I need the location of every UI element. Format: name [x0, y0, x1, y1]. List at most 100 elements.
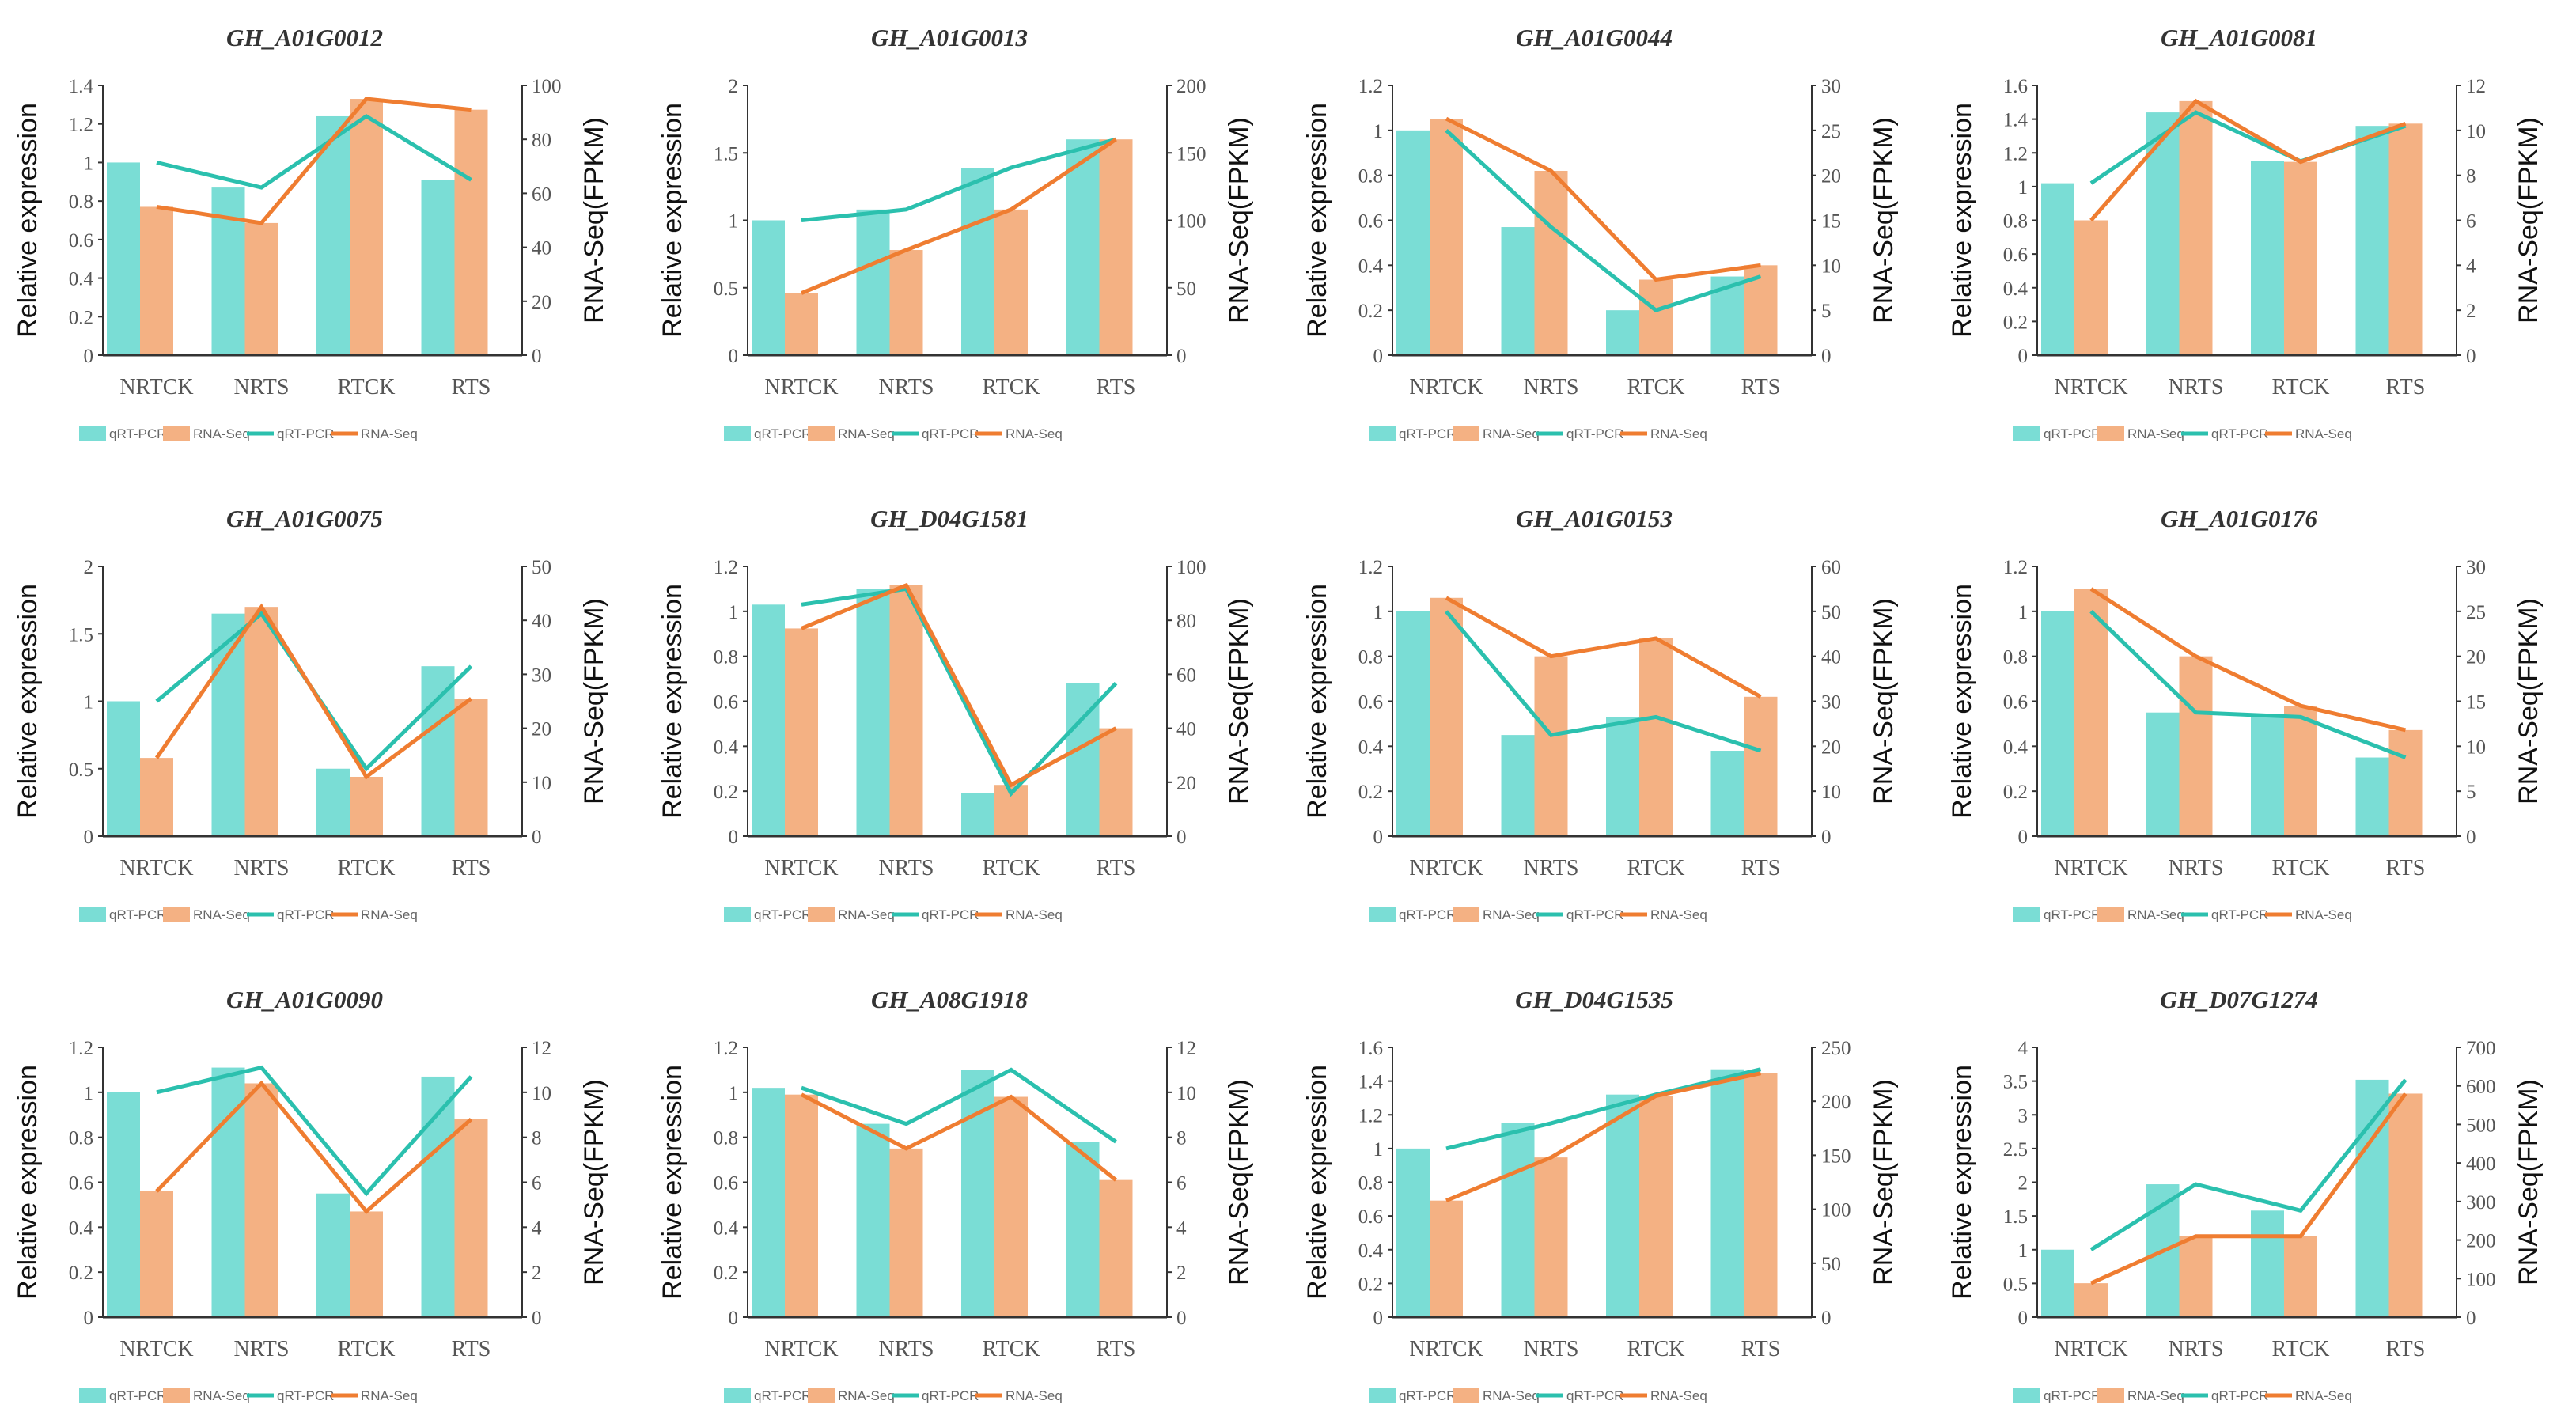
left-tick-label: 0.4: [69, 269, 94, 290]
left-tick-label: 0: [2018, 827, 2029, 848]
legend-label: RNA-Seq: [2295, 426, 2352, 441]
left-tick-label: 0.4: [714, 736, 739, 758]
legend: qRT-PCR RNA-Seq qRT-PCR RNA-Seq: [2013, 1388, 2352, 1403]
right-tick-label: 0: [532, 1308, 542, 1329]
bar-qrt-pcr: [2355, 126, 2389, 355]
right-tick-label: 0: [1821, 346, 1832, 367]
bar-rna-seq: [889, 1148, 923, 1317]
right-tick-label: 0: [1821, 1308, 1832, 1329]
bar-rna-seq: [2074, 589, 2108, 836]
bar-qrt-pcr: [2146, 112, 2180, 355]
legend-swatch-bar: [1369, 1388, 1396, 1403]
bar-qrt-pcr: [107, 1092, 140, 1317]
bar-qrt-pcr: [1396, 611, 1430, 836]
line-rna-seq: [2089, 98, 2407, 222]
legend: qRT-PCR RNA-Seq qRT-PCR RNA-Seq: [1369, 1388, 1707, 1403]
x-tick-label: NRTS: [2169, 856, 2224, 880]
right-tick-label: 250: [1821, 1038, 1851, 1059]
chart-panel: GH_A01G0081 0 0.2 0.4 0.6 0.8 1 1.2 1.4 1.6 0 2 4 6 8 1…: [1947, 24, 2544, 441]
bar-rna-seq: [1744, 1073, 1778, 1317]
line-rna-seq: [801, 138, 1117, 295]
chart-panel: GH_A01G007500.511.5201020304050Relative …: [13, 505, 609, 922]
legend-swatch-bar: [808, 1388, 835, 1403]
line-qrt-pcr: [801, 1067, 1117, 1144]
legend-label: qRT-PCR: [109, 907, 166, 922]
x-tick-label: RTCK: [2272, 1337, 2330, 1361]
x-tick-label: RTCK: [338, 1337, 396, 1361]
legend-swatch-bar: [79, 907, 106, 922]
bar-qrt-pcr: [211, 1067, 245, 1317]
right-tick-label: 0: [2466, 827, 2476, 848]
legend-label: RNA-Seq: [838, 426, 895, 441]
x-tick-label: RTS: [452, 856, 491, 880]
right-tick-label: 150: [1176, 143, 1207, 165]
chart-title: GH_A01G0013: [871, 24, 1028, 51]
bar-qrt-pcr: [1606, 310, 1639, 355]
x-tick-label: NRTS: [234, 1337, 290, 1361]
legend: qRT-PCR RNA-Seq qRT-PCR RNA-Seq: [724, 1388, 1063, 1403]
legend: qRT-PCR RNA-Seq qRT-PCR RNA-Seq: [724, 907, 1063, 922]
line-qrt-pcr: [2089, 1078, 2407, 1251]
legend-label: qRT-PCR: [277, 1388, 334, 1403]
legend-label: qRT-PCR: [922, 1388, 979, 1403]
bar-qrt-pcr: [1606, 717, 1639, 836]
legend-label: RNA-Seq: [2127, 426, 2184, 441]
chart-panel: GH_A01G0153 0 0.2 0.4 0.6 0.8 1 1.2 0 10 20 30 40 50 6…: [1302, 505, 1899, 922]
x-tick-label: NRTCK: [2054, 1337, 2127, 1361]
legend-swatch-bar: [808, 426, 835, 441]
right-tick-label: 400: [2466, 1153, 2496, 1175]
x-tick-label: RTS: [2386, 856, 2426, 880]
x-tick-label: RTCK: [983, 1337, 1040, 1361]
chart-panel: GH_A01G0090 0 0.2 0.4 0.6 0.8 1 1.2 0 2 4 6 8 10 12 Rel…: [13, 986, 609, 1403]
legend-label: RNA-Seq: [1650, 1388, 1707, 1403]
legend-swatch-bar: [1453, 1388, 1479, 1403]
legend-label: RNA-Seq: [1650, 426, 1707, 441]
left-tick-label: 0.4: [1358, 1240, 1384, 1262]
left-tick-label: 0.4: [714, 1217, 739, 1239]
x-tick-label: RTS: [1097, 1337, 1136, 1361]
left-tick-label: 1.2: [69, 115, 93, 136]
left-tick-label: 1: [729, 602, 739, 623]
bar-rna-seq: [140, 206, 173, 355]
bar-qrt-pcr: [1710, 1069, 1744, 1317]
line-rna-seq: [2089, 1092, 2407, 1285]
bar-rna-seq: [1430, 119, 1463, 355]
legend-label: RNA-Seq: [193, 1388, 250, 1403]
legend: qRT-PCR RNA-Seq qRT-PCR RNA-Seq: [724, 426, 1063, 441]
line-qrt-pcr: [1445, 610, 1762, 753]
legend-label: qRT-PCR: [2211, 1388, 2268, 1403]
right-tick-label: 30: [1821, 76, 1841, 97]
right-tick-label: 200: [1176, 76, 1207, 97]
x-tick-label: NRTS: [879, 375, 934, 399]
left-tick-label: 0: [84, 346, 94, 367]
y2-axis-label: RNA-Seq(FPKM): [579, 598, 609, 805]
x-tick-label: RTS: [2386, 1337, 2426, 1361]
right-tick-label: 20: [2466, 647, 2486, 668]
chart-panel: GH_D04G1535 0 0.2 0.4 0.6 0.8 1 1.2 1.4 1.6 0 50 100…: [1302, 986, 1899, 1403]
left-tick-label: 0.8: [2003, 211, 2028, 233]
x-tick-label: NRTCK: [119, 1337, 193, 1361]
bar-rna-seq: [1639, 279, 1673, 355]
legend-swatch-bar: [724, 907, 751, 922]
x-tick-label: NRTCK: [1409, 1337, 1483, 1361]
line-qrt-pcr: [1445, 128, 1762, 312]
right-tick-label: 6: [1176, 1173, 1187, 1195]
bar-qrt-pcr: [211, 187, 245, 355]
right-tick-label: 20: [1176, 773, 1196, 794]
right-tick-label: 200: [1821, 1092, 1851, 1113]
y-axis-label: Relative expression: [1947, 103, 1977, 338]
right-tick-label: 2: [2466, 301, 2476, 322]
bar-qrt-pcr: [1501, 227, 1535, 355]
x-tick-label: RTCK: [2272, 856, 2330, 880]
bar-qrt-pcr: [2251, 1210, 2284, 1317]
right-tick-label: 20: [532, 292, 551, 313]
legend-label: qRT-PCR: [2044, 907, 2101, 922]
legend-swatch-bar: [79, 1388, 106, 1403]
right-tick-label: 15: [1821, 211, 1841, 233]
legend-label: qRT-PCR: [2211, 426, 2268, 441]
left-tick-label: 0.2: [1358, 301, 1383, 322]
y2-axis-label: RNA-Seq(FPKM): [1224, 117, 1254, 324]
bar-qrt-pcr: [107, 162, 140, 355]
bar-qrt-pcr: [752, 604, 785, 836]
x-tick-label: RTCK: [983, 856, 1040, 880]
